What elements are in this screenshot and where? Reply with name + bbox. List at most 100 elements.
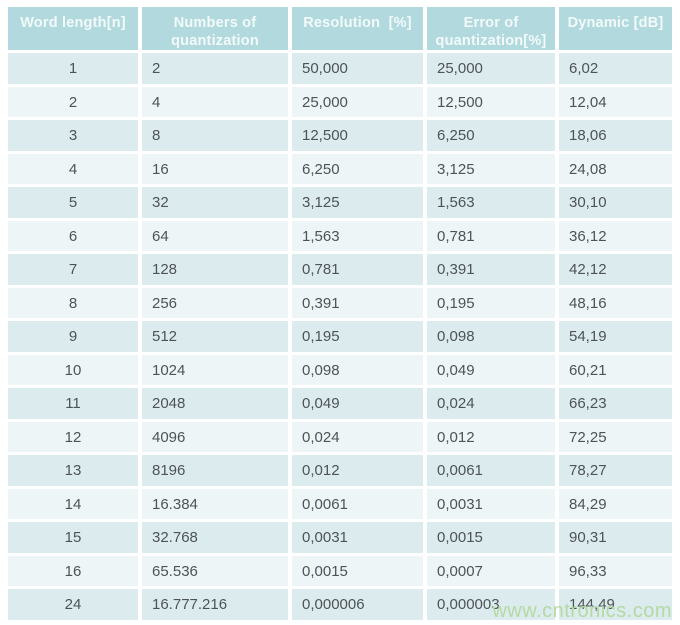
col-header-numbers-of-quantization: Numbers of quantization xyxy=(142,7,288,51)
table-cell: 512 xyxy=(142,321,288,352)
table-row: 5 32 3,125 1,563 30,10 xyxy=(8,187,672,218)
table-cell: 0,0061 xyxy=(427,455,555,486)
table-cell: 13 xyxy=(8,455,138,486)
table-cell: 6,250 xyxy=(292,153,423,185)
table-cell: 54,19 xyxy=(559,321,672,352)
table-row: 16 65.536 0,0015 0,0007 96,33 xyxy=(8,555,672,587)
table-cell: 60,21 xyxy=(559,354,672,386)
table-cell: 3,125 xyxy=(427,153,555,185)
table-cell: 42,12 xyxy=(559,254,672,285)
table-row: 13 8196 0,012 0,0061 78,27 xyxy=(8,455,672,486)
table-cell: 0,000006 xyxy=(292,589,423,620)
table-cell: 12,500 xyxy=(292,120,423,151)
table-cell: 3,125 xyxy=(292,187,423,218)
table-row: 2 4 25,000 12,500 12,04 xyxy=(8,86,672,118)
table-cell: 0,0031 xyxy=(427,488,555,520)
table-cell: 32 xyxy=(142,187,288,218)
col-header-resolution: Resolution [%] xyxy=(292,7,423,51)
table-cell: 7 xyxy=(8,254,138,285)
table-cell: 0,049 xyxy=(292,388,423,419)
table-cell: 6,02 xyxy=(559,53,672,84)
table-cell: 1024 xyxy=(142,354,288,386)
table-cell: 14 xyxy=(8,488,138,520)
table-cell: 65.536 xyxy=(142,555,288,587)
table-cell: 0,781 xyxy=(427,220,555,252)
table-cell: 0,391 xyxy=(292,287,423,319)
table-cell: 72,25 xyxy=(559,421,672,453)
table-row: 14 16.384 0,0061 0,0031 84,29 xyxy=(8,488,672,520)
table-cell: 15 xyxy=(8,522,138,553)
table-row: 10 1024 0,098 0,049 60,21 xyxy=(8,354,672,386)
table-cell: 256 xyxy=(142,287,288,319)
table-cell: 12,500 xyxy=(427,86,555,118)
table-cell: 128 xyxy=(142,254,288,285)
table-cell: 3 xyxy=(8,120,138,151)
page: Word length[n] Numbers of quantization R… xyxy=(0,4,680,625)
table-cell: 10 xyxy=(8,354,138,386)
table-cell: 16 xyxy=(142,153,288,185)
table-cell: 32.768 xyxy=(142,522,288,553)
table-cell: 2048 xyxy=(142,388,288,419)
table-cell: 50,000 xyxy=(292,53,423,84)
table-cell: 8196 xyxy=(142,455,288,486)
table-cell: 24 xyxy=(8,589,138,620)
table-row: 1 2 50,000 25,000 6,02 xyxy=(8,53,672,84)
table-cell: 25,000 xyxy=(427,53,555,84)
table-cell: 18,06 xyxy=(559,120,672,151)
table-cell: 24,08 xyxy=(559,153,672,185)
table-row: 4 16 6,250 3,125 24,08 xyxy=(8,153,672,185)
table-cell: 0,049 xyxy=(427,354,555,386)
table-row: 7 128 0,781 0,391 42,12 xyxy=(8,254,672,285)
table-row: 6 64 1,563 0,781 36,12 xyxy=(8,220,672,252)
table-cell: 36,12 xyxy=(559,220,672,252)
table-cell: 0,781 xyxy=(292,254,423,285)
table-cell: 0,012 xyxy=(292,455,423,486)
table-cell: 0,0061 xyxy=(292,488,423,520)
table-cell: 4096 xyxy=(142,421,288,453)
table-cell: 16.384 xyxy=(142,488,288,520)
table-cell: 48,16 xyxy=(559,287,672,319)
table-cell: 144,49 xyxy=(559,589,672,620)
table-cell: 1,563 xyxy=(292,220,423,252)
table-cell: 0,0015 xyxy=(427,522,555,553)
table-cell: 30,10 xyxy=(559,187,672,218)
table-cell: 0,024 xyxy=(292,421,423,453)
table-cell: 1,563 xyxy=(427,187,555,218)
table-cell: 12 xyxy=(8,421,138,453)
table-row: 8 256 0,391 0,195 48,16 xyxy=(8,287,672,319)
table-cell: 78,27 xyxy=(559,455,672,486)
table-cell: 0,0031 xyxy=(292,522,423,553)
table-cell: 25,000 xyxy=(292,86,423,118)
table-cell: 0,012 xyxy=(427,421,555,453)
table-row: 11 2048 0,049 0,024 66,23 xyxy=(8,388,672,419)
col-header-word-length: Word length[n] xyxy=(8,7,138,51)
col-header-error-of-quantization: Error of quantization[%] xyxy=(427,7,555,51)
table-cell: 2 xyxy=(8,86,138,118)
table-cell: 0,195 xyxy=(427,287,555,319)
table-cell: 12,04 xyxy=(559,86,672,118)
table-cell: 16.777.216 xyxy=(142,589,288,620)
table-cell: 0,0015 xyxy=(292,555,423,587)
table-cell: 0,024 xyxy=(427,388,555,419)
table-row: 24 16.777.216 0,000006 0,000003 144,49 xyxy=(8,589,672,620)
table-cell: 16 xyxy=(8,555,138,587)
table-cell: 84,29 xyxy=(559,488,672,520)
table-row: 3 8 12,500 6,250 18,06 xyxy=(8,120,672,151)
table-cell: 8 xyxy=(8,287,138,319)
table-cell: 4 xyxy=(142,86,288,118)
table-cell: 8 xyxy=(142,120,288,151)
col-header-dynamic: Dynamic [dB] xyxy=(559,7,672,51)
table-cell: 2 xyxy=(142,53,288,84)
table-cell: 90,31 xyxy=(559,522,672,553)
table-cell: 11 xyxy=(8,388,138,419)
table-row: 12 4096 0,024 0,012 72,25 xyxy=(8,421,672,453)
table-body: 1 2 50,000 25,000 6,02 2 4 25,000 12,500 12,04 3 8 1… xyxy=(8,53,672,620)
quantization-table: Word length[n] Numbers of quantization R… xyxy=(4,4,676,623)
table-cell: 6,250 xyxy=(427,120,555,151)
table-cell: 0,000003 xyxy=(427,589,555,620)
table-cell: 64 xyxy=(142,220,288,252)
table-cell: 0,391 xyxy=(427,254,555,285)
table-cell: 0,098 xyxy=(427,321,555,352)
table-cell: 0,0007 xyxy=(427,555,555,587)
table-cell: 9 xyxy=(8,321,138,352)
